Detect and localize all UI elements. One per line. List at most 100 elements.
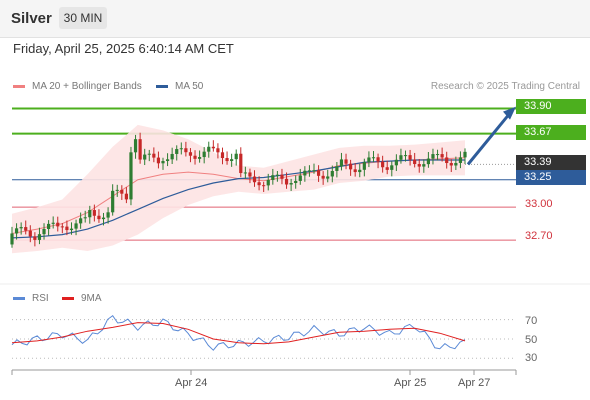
candle-body — [403, 155, 408, 157]
candle-body — [147, 153, 151, 155]
candle-body — [56, 222, 60, 227]
candle-body — [165, 159, 170, 162]
candle-body — [307, 170, 312, 172]
candle-body — [188, 152, 193, 156]
candle-body — [19, 227, 23, 229]
ma20-label: MA 20 + Bollinger Bands — [32, 81, 142, 92]
candle-body — [152, 153, 156, 158]
candle-body — [330, 170, 334, 177]
forecast-arrow — [466, 109, 514, 166]
candle-body — [252, 176, 257, 183]
candle-body — [198, 157, 202, 159]
candle-body — [303, 170, 307, 176]
candle-body — [248, 172, 252, 177]
candle-body — [24, 227, 28, 231]
ma20-swatch — [13, 85, 25, 88]
candle-body — [111, 190, 115, 213]
candle-body — [14, 228, 19, 234]
header-bar: Silver 30 MIN — [0, 0, 590, 38]
candle-body — [435, 154, 440, 156]
candle-body — [312, 170, 316, 172]
candle-body — [33, 236, 37, 240]
candle-body — [120, 189, 124, 194]
candle-body — [133, 139, 138, 153]
candle-body — [349, 163, 353, 170]
candle-body — [422, 164, 426, 167]
candle-body — [106, 212, 110, 218]
ma50-line — [11, 159, 465, 239]
candle-body — [367, 157, 371, 163]
candle-body — [207, 146, 211, 152]
ma50-label: MA 50 — [175, 81, 204, 92]
candle-body — [275, 174, 279, 176]
candle-body — [262, 185, 266, 187]
candle-body — [399, 155, 403, 160]
candle-body — [371, 157, 376, 159]
candle-body — [83, 217, 87, 219]
candle-body — [74, 223, 78, 229]
candle-body — [353, 169, 357, 173]
candle-body — [184, 148, 188, 153]
timestamp: Friday, April 25, 2025 6:40:14 AM CET — [13, 41, 234, 56]
rsi-tick-30: 30 — [525, 352, 538, 364]
x-label-apr27: Apr 27 — [458, 377, 491, 389]
candle-body — [115, 189, 119, 191]
candle-body — [445, 157, 449, 164]
level-r1-label: 33.67 — [516, 125, 586, 140]
candle-body — [298, 175, 302, 181]
credit-text: Research © 2025 Trading Central — [430, 81, 580, 92]
candle-body — [431, 154, 435, 159]
candle-body — [358, 169, 362, 173]
candle-body — [138, 139, 142, 160]
candle-body — [289, 183, 293, 185]
candle-body — [65, 226, 69, 231]
level-s1-label: 33.00 — [525, 198, 553, 210]
rsi-ma-line — [11, 322, 466, 345]
candle-body — [385, 167, 389, 170]
candle-body — [60, 226, 64, 228]
candle-body — [321, 175, 325, 179]
candle-body — [408, 155, 412, 160]
candle-body — [243, 172, 247, 174]
candle-body — [175, 149, 179, 154]
candle-body — [143, 154, 147, 160]
forecast-arrow-head — [503, 106, 516, 120]
9ma-swatch — [62, 297, 74, 300]
instrument-title: Silver — [11, 10, 52, 27]
candle-body — [458, 157, 463, 163]
candle-body — [390, 165, 394, 170]
rsi-swatch — [13, 297, 25, 300]
candle-body — [42, 228, 46, 235]
timeframe-button[interactable]: 30 MIN — [59, 7, 107, 29]
rsi-tick-50: 50 — [525, 334, 538, 346]
candle-body — [376, 157, 380, 162]
candle-body — [92, 210, 96, 216]
candle-body — [339, 159, 344, 167]
candle-body — [449, 163, 453, 166]
candle-body — [257, 182, 261, 186]
candle-body — [316, 170, 321, 176]
candle-body — [225, 158, 229, 162]
candle-body — [230, 159, 234, 162]
candle-body — [216, 148, 220, 153]
candle-body — [280, 174, 284, 179]
candle-body — [47, 223, 51, 229]
candle-body — [211, 146, 215, 149]
candle-body — [28, 230, 32, 237]
candle-body — [156, 157, 161, 164]
candle-body — [161, 161, 165, 164]
candle-body — [129, 152, 133, 200]
candle-body — [381, 161, 385, 168]
candle-body — [79, 218, 83, 224]
level-last-label: 33.39 — [516, 155, 586, 170]
candle-body — [362, 162, 366, 170]
candle-body — [51, 222, 55, 224]
ma50-swatch — [156, 85, 168, 88]
candle-body — [220, 152, 225, 159]
candle-body — [417, 164, 421, 167]
candle-body — [37, 234, 42, 240]
level-s2-label: 32.70 — [525, 230, 553, 242]
candle-body — [413, 159, 417, 165]
x-label-apr24: Apr 24 — [175, 377, 208, 389]
